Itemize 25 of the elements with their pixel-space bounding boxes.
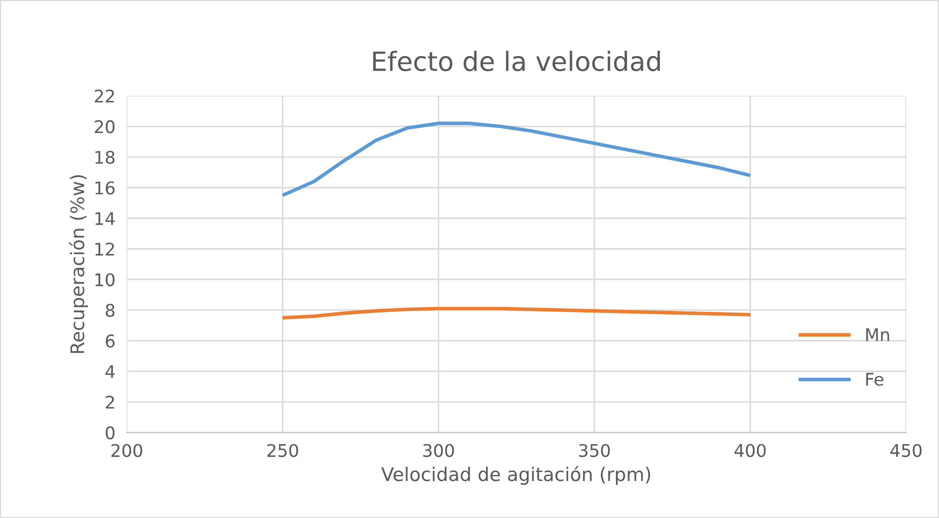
y-tick-label: 16 [95,181,115,194]
line-series [280,122,752,198]
x-tick-label: 200 [111,444,142,458]
legend-label: Mn [866,328,890,341]
x-tick-label: 400 [734,444,766,458]
y-tick-label: 6 [106,334,115,348]
line-series [280,306,752,320]
y-tick-label: 20 [94,120,114,134]
y-tick-label: 2 [106,396,114,409]
x-tick-label: 450 [890,444,922,458]
x-axis-title: Velocidad de agitación (rpm) [381,466,650,485]
y-tick-label: 0 [106,426,114,440]
y-tick-label: 14 [95,212,115,225]
y-tick-label: 12 [95,242,114,256]
y-tick-label: 10 [95,273,114,286]
y-tick-label: 4 [105,365,115,378]
x-tick-label: 250 [267,444,298,458]
x-tick-label: 350 [579,444,610,458]
y-tick-label: 18 [95,150,114,164]
y-axis-title: Recuperación (%w) [69,175,88,353]
legend-label: Fe [866,372,884,386]
chart-title: Efecto de la velocidad [373,50,660,72]
x-tick-label: 300 [423,444,454,458]
y-tick-label: 22 [94,90,114,102]
y-tick-label: 8 [106,304,114,317]
